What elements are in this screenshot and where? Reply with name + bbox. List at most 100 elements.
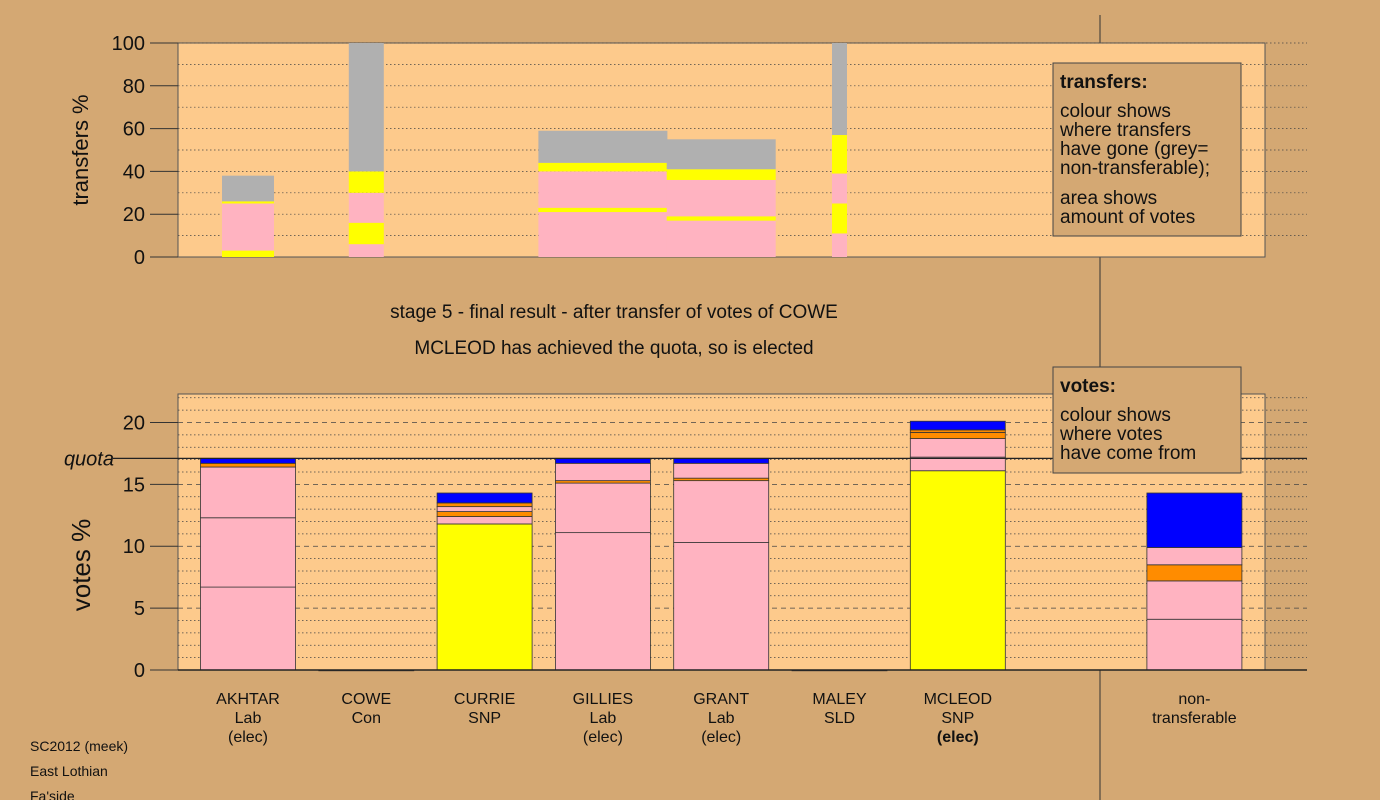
bar-segment <box>436 492 533 504</box>
y-tick-label: 100 <box>112 33 145 55</box>
bar-segment <box>222 201 274 204</box>
y-tick-label: 5 <box>134 598 145 620</box>
legend-text: where votes <box>1059 424 1162 445</box>
bar-segment <box>1146 580 1243 620</box>
bar-segment <box>666 220 776 257</box>
legend-text: area shows <box>1060 188 1157 209</box>
y-tick-label: 40 <box>123 161 145 183</box>
x-tick-label: Lab <box>708 710 735 727</box>
y-tick-label: 10 <box>123 536 145 558</box>
bar-segment <box>909 470 1006 671</box>
bar-segment <box>200 457 296 464</box>
y-axis-label: votes % <box>66 519 96 612</box>
bar-segment <box>1146 492 1243 548</box>
bar-segment <box>538 212 668 257</box>
legend-title: transfers: <box>1060 72 1148 93</box>
bar-segment <box>673 457 770 464</box>
bar-segment <box>555 532 651 671</box>
x-tick-label: MALEY <box>812 691 867 708</box>
bar-segment <box>348 222 384 245</box>
x-tick-label: SNP <box>468 710 501 727</box>
x-tick-label: SLD <box>824 710 855 727</box>
y-tick-label: 15 <box>123 474 145 496</box>
bar-segment <box>436 523 533 671</box>
bar-segment <box>436 516 533 525</box>
bar-segment <box>832 203 847 234</box>
y-axis-label: transfers % <box>68 94 93 205</box>
legend-box <box>1052 62 1242 237</box>
bar-segment <box>832 135 847 174</box>
bar-segment <box>538 162 668 172</box>
bar-segment <box>348 192 384 223</box>
bar-segment <box>673 462 770 479</box>
bar-segment <box>348 43 384 172</box>
bar-segment <box>832 43 847 136</box>
bar-segment <box>538 207 668 213</box>
bar-segment <box>200 586 296 671</box>
bar-segment <box>1146 564 1243 582</box>
x-tick-label: non- <box>1178 691 1210 708</box>
x-tick-label: GRANT <box>693 691 749 708</box>
legend-text: where transfers <box>1059 120 1191 141</box>
bar-segment <box>555 457 651 464</box>
bar-segment <box>1146 618 1243 671</box>
x-tick-label: GILLIES <box>573 691 633 708</box>
legend-text: colour shows <box>1060 405 1171 426</box>
x-tick-label: Lab <box>235 710 262 727</box>
y-tick-label: 60 <box>123 119 145 141</box>
x-tick-label: (elec) <box>937 729 979 746</box>
bar-segment <box>555 462 651 482</box>
x-tick-label: SNP <box>941 710 974 727</box>
x-tick-label: AKHTAR <box>216 691 280 708</box>
y-tick-label: 20 <box>123 412 145 434</box>
y-tick-label: 80 <box>123 76 145 98</box>
bar-segment <box>538 130 668 163</box>
footer-text: East Lothian <box>30 763 108 779</box>
footer-text: Fa'side <box>30 788 75 800</box>
bar-segment <box>666 139 776 170</box>
bar-segment <box>666 216 776 221</box>
bar-segment <box>436 511 533 517</box>
x-tick-label: Lab <box>590 710 617 727</box>
bar-segment <box>436 506 533 512</box>
quota-label: quota <box>64 448 114 470</box>
bar-segment <box>555 482 651 534</box>
chart-subtitle: MCLEOD has achieved the quota, so is ele… <box>414 338 813 359</box>
bar-segment <box>222 175 274 202</box>
x-tick-label: transferable <box>1152 710 1237 727</box>
legend-title: votes: <box>1060 376 1116 397</box>
chart-title: stage 5 - final result - after transfer … <box>390 302 838 323</box>
x-tick-label: (elec) <box>701 729 741 746</box>
legend-text: non-transferable); <box>1060 158 1210 179</box>
bar-segment <box>538 171 668 208</box>
bar-segment <box>909 456 1006 472</box>
bar-segment <box>673 542 770 671</box>
legend-box <box>1052 366 1242 474</box>
legend-text: have gone (grey= <box>1060 139 1208 160</box>
legend-text: colour shows <box>1060 101 1171 122</box>
legend-text: amount of votes <box>1060 207 1195 228</box>
bar-segment <box>909 431 1006 439</box>
x-tick-label: (elec) <box>583 729 623 746</box>
y-tick-label: 0 <box>134 660 145 682</box>
y-tick-label: 0 <box>134 247 145 269</box>
bar-segment <box>200 517 296 588</box>
x-tick-label: CURRIE <box>454 691 515 708</box>
bar-segment <box>673 480 770 543</box>
bar-segment <box>222 203 274 251</box>
bar-segment <box>909 420 1006 431</box>
x-tick-label: MCLEOD <box>924 691 992 708</box>
footer-text: SC2012 (meek) <box>30 738 128 754</box>
legend-text: have come from <box>1060 443 1196 464</box>
bar-segment <box>1146 547 1243 566</box>
bar-segment <box>666 169 776 180</box>
bar-segment <box>200 466 296 519</box>
y-tick-label: 20 <box>123 204 145 226</box>
bar-segment <box>832 233 847 257</box>
bar-segment <box>348 244 384 257</box>
x-tick-label: Con <box>352 710 381 727</box>
bar-segment <box>436 502 533 508</box>
x-tick-label: COWE <box>341 691 391 708</box>
bar-segment <box>909 438 1006 458</box>
